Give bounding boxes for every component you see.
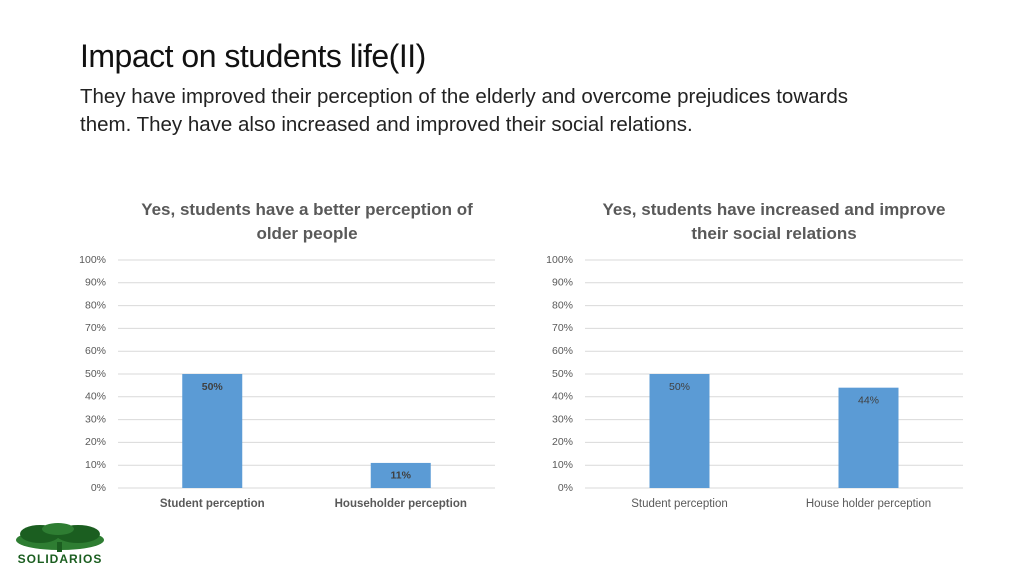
y-tick-label: 0%	[558, 482, 573, 494]
slide-subtitle: They have improved their perception of t…	[80, 85, 849, 136]
y-tick-label: 20%	[552, 436, 573, 448]
y-tick-label: 10%	[85, 459, 106, 471]
y-tick-label: 70%	[552, 322, 573, 334]
data-label: 44%	[858, 394, 879, 406]
data-label: 50%	[669, 381, 690, 393]
y-tick-label: 60%	[552, 345, 573, 357]
x-tick-label: Student perception	[160, 498, 265, 510]
y-tick-label: 0%	[91, 482, 106, 494]
x-tick-label: Householder perception	[335, 498, 467, 510]
y-tick-label: 50%	[85, 368, 106, 380]
bar	[838, 387, 899, 488]
x-tick-label: House holder perception	[806, 498, 931, 510]
bar	[370, 462, 431, 488]
chart-title: Yes, students have increased and improve…	[602, 200, 946, 243]
y-tick-label: 80%	[552, 299, 573, 311]
bar	[649, 374, 710, 488]
x-tick-label: Student perception	[631, 498, 728, 510]
data-label: 50%	[202, 381, 224, 393]
y-tick-label: 40%	[552, 391, 573, 403]
y-tick-label: 30%	[552, 413, 573, 425]
logo-text: SOLIDARIOS	[18, 552, 103, 566]
y-tick-label: 20%	[85, 436, 106, 448]
y-tick-label: 80%	[85, 299, 106, 311]
y-tick-label: 100%	[79, 254, 106, 266]
y-tick-label: 100%	[546, 254, 573, 266]
y-tick-label: 40%	[85, 391, 106, 403]
slide-title: Impact on students life(II)	[80, 38, 426, 74]
y-tick-label: 60%	[85, 345, 106, 357]
y-tick-label: 70%	[85, 322, 106, 334]
y-tick-label: 10%	[552, 459, 573, 471]
y-tick-label: 50%	[552, 368, 573, 380]
data-label: 11%	[391, 470, 412, 482]
bar	[182, 374, 243, 488]
chart-title: Yes, students have a better perception o…	[141, 200, 473, 243]
logo: SOLIDARIOS	[16, 523, 104, 566]
y-tick-label: 90%	[85, 277, 106, 289]
y-tick-label: 90%	[552, 277, 573, 289]
y-tick-label: 30%	[85, 413, 106, 425]
